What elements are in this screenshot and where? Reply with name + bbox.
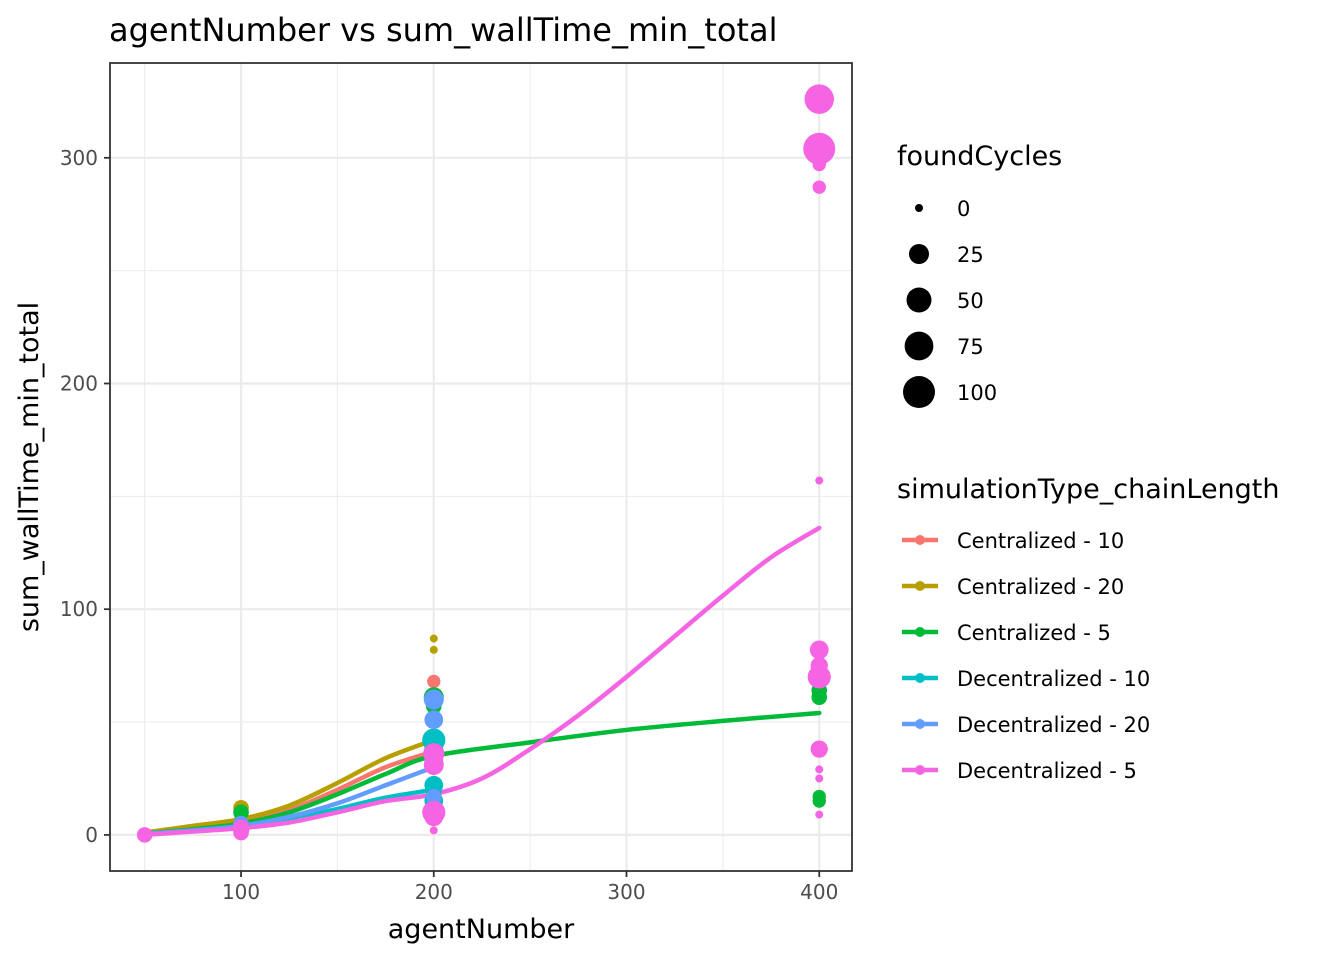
plot-border xyxy=(109,62,853,872)
point-decentralized-5 xyxy=(812,157,826,172)
point-decentralized-5 xyxy=(815,765,824,774)
y-tick-label: 300 xyxy=(60,146,98,170)
point-decentralized-5 xyxy=(807,665,831,689)
y-tick-label: 100 xyxy=(60,597,98,621)
y-axis-title: sum_wallTime_min_total xyxy=(14,302,45,632)
point-decentralized-5 xyxy=(815,810,824,819)
y-tick-label: 0 xyxy=(85,823,98,847)
color-legend: simulationType_chainLength Centralized -… xyxy=(897,474,1280,783)
x-tick-label: 400 xyxy=(800,880,838,904)
color-legend-dot xyxy=(915,765,925,775)
point-decentralized-20 xyxy=(425,788,442,805)
grid xyxy=(110,63,852,871)
color-legend-title: simulationType_chainLength xyxy=(897,474,1280,505)
color-legend-dot xyxy=(915,627,925,637)
x-tick-label: 100 xyxy=(222,880,260,904)
points xyxy=(136,84,836,843)
color-legend-label: Centralized - 20 xyxy=(957,575,1124,599)
size-legend-key xyxy=(906,287,932,313)
point-decentralized-5 xyxy=(429,826,438,835)
point-decentralized-5 xyxy=(815,774,824,783)
x-axis: 100 200 300 400 xyxy=(222,871,838,904)
color-legend-label: Decentralized - 20 xyxy=(957,713,1150,737)
size-legend-label: 25 xyxy=(957,243,984,267)
y-tick-label: 200 xyxy=(60,371,98,395)
x-tick-label: 300 xyxy=(607,880,645,904)
size-legend-title: foundCycles xyxy=(897,141,1062,172)
color-legend-dot xyxy=(915,673,925,683)
size-legend-label: 100 xyxy=(957,381,997,405)
fit-line-centralized-20 xyxy=(142,737,437,835)
size-legend-key xyxy=(903,376,935,408)
point-decentralized-20 xyxy=(423,689,444,710)
point-decentralized-20 xyxy=(424,710,444,730)
x-axis-title: agentNumber xyxy=(388,914,575,945)
size-legend: foundCycles 0 25 50 75 100 xyxy=(897,141,1062,408)
point-decentralized-5 xyxy=(810,740,828,758)
color-legend-dot xyxy=(915,581,925,591)
point-decentralized-5 xyxy=(804,84,834,114)
fit-line-decentralized-5 xyxy=(142,525,822,838)
point-centralized-5 xyxy=(812,794,826,808)
point-decentralized-5 xyxy=(815,476,824,485)
color-legend-label: Decentralized - 10 xyxy=(957,667,1150,691)
point-decentralized-5 xyxy=(812,180,826,194)
plot-panel xyxy=(110,63,852,871)
chart-title: agentNumber vs sum_wallTime_min_total xyxy=(109,11,777,49)
point-centralized-20 xyxy=(429,634,438,643)
color-legend-dot xyxy=(915,535,925,545)
color-legend-label: Decentralized - 5 xyxy=(957,759,1137,783)
size-legend-label: 75 xyxy=(957,335,984,359)
point-decentralized-5 xyxy=(803,132,836,165)
x-tick-label: 200 xyxy=(415,880,453,904)
size-legend-key xyxy=(909,244,929,264)
point-centralized-5 xyxy=(233,804,249,821)
size-legend-label: 50 xyxy=(957,289,984,313)
color-legend-label: Centralized - 10 xyxy=(957,529,1124,553)
point-decentralized-5 xyxy=(423,754,444,775)
point-centralized-10 xyxy=(427,674,441,689)
size-legend-key xyxy=(915,204,923,212)
point-decentralized-5 xyxy=(809,640,829,660)
size-legend-label: 0 xyxy=(957,197,970,221)
point-decentralized-10 xyxy=(424,775,444,795)
y-axis: 0 100 200 300 xyxy=(60,146,110,847)
size-legend-key xyxy=(904,331,934,361)
point-centralized-5 xyxy=(811,689,828,706)
point-decentralized-5 xyxy=(233,824,249,841)
color-legend-dot xyxy=(915,719,925,729)
point-decentralized-5 xyxy=(136,827,153,843)
point-decentralized-5 xyxy=(424,807,444,827)
point-centralized-20 xyxy=(429,645,438,654)
color-legend-label: Centralized - 5 xyxy=(957,621,1111,645)
